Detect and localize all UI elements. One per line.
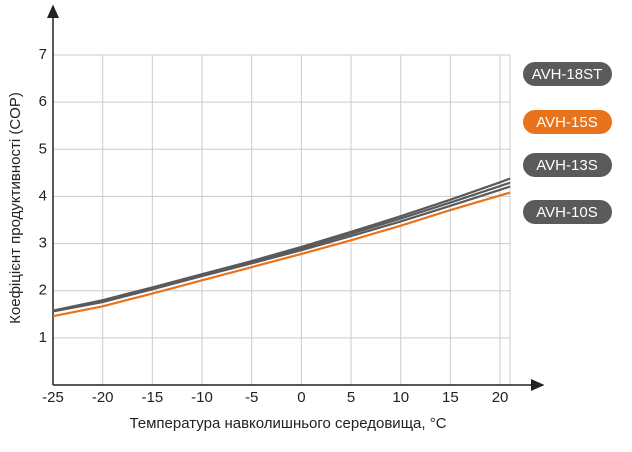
x-tick-label: 10 (392, 389, 409, 406)
y-axis-title: Коефіцієнт продуктивності (COP) (7, 92, 24, 324)
legend-pill[interactable] (523, 62, 612, 86)
y-tick-label: 4 (39, 187, 47, 204)
x-tick-label: 0 (297, 389, 305, 406)
y-tick-label: 5 (39, 140, 47, 157)
x-axis-title: Температура навколишнього середовища, °C (129, 415, 446, 432)
legend-label[interactable]: AVH-13S (536, 157, 597, 174)
legend-pill[interactable] (523, 110, 612, 134)
x-tick-label: -15 (142, 389, 164, 406)
legend-pill[interactable] (523, 200, 612, 224)
y-tick-label: 1 (39, 329, 47, 346)
legend-label[interactable]: AVH-18ST (532, 66, 603, 83)
legend-pill[interactable] (523, 153, 612, 177)
legend-label[interactable]: AVH-10S (536, 204, 597, 221)
x-tick-label: -5 (245, 389, 258, 406)
x-tick-label: -25 (42, 389, 64, 406)
x-tick-label: 5 (347, 389, 355, 406)
x-tick-label: 20 (492, 389, 509, 406)
y-tick-label: 2 (39, 282, 47, 299)
series-line (52, 191, 511, 318)
legend-label[interactable]: AVH-15S (536, 114, 597, 131)
x-tick-label: -10 (191, 389, 213, 406)
y-tick-label: 7 (39, 46, 47, 63)
y-tick-label: 6 (39, 93, 47, 110)
x-tick-label: 15 (442, 389, 459, 406)
x-tick-label: -20 (92, 389, 114, 406)
series-line (52, 185, 511, 313)
y-tick-label: 3 (39, 235, 47, 252)
